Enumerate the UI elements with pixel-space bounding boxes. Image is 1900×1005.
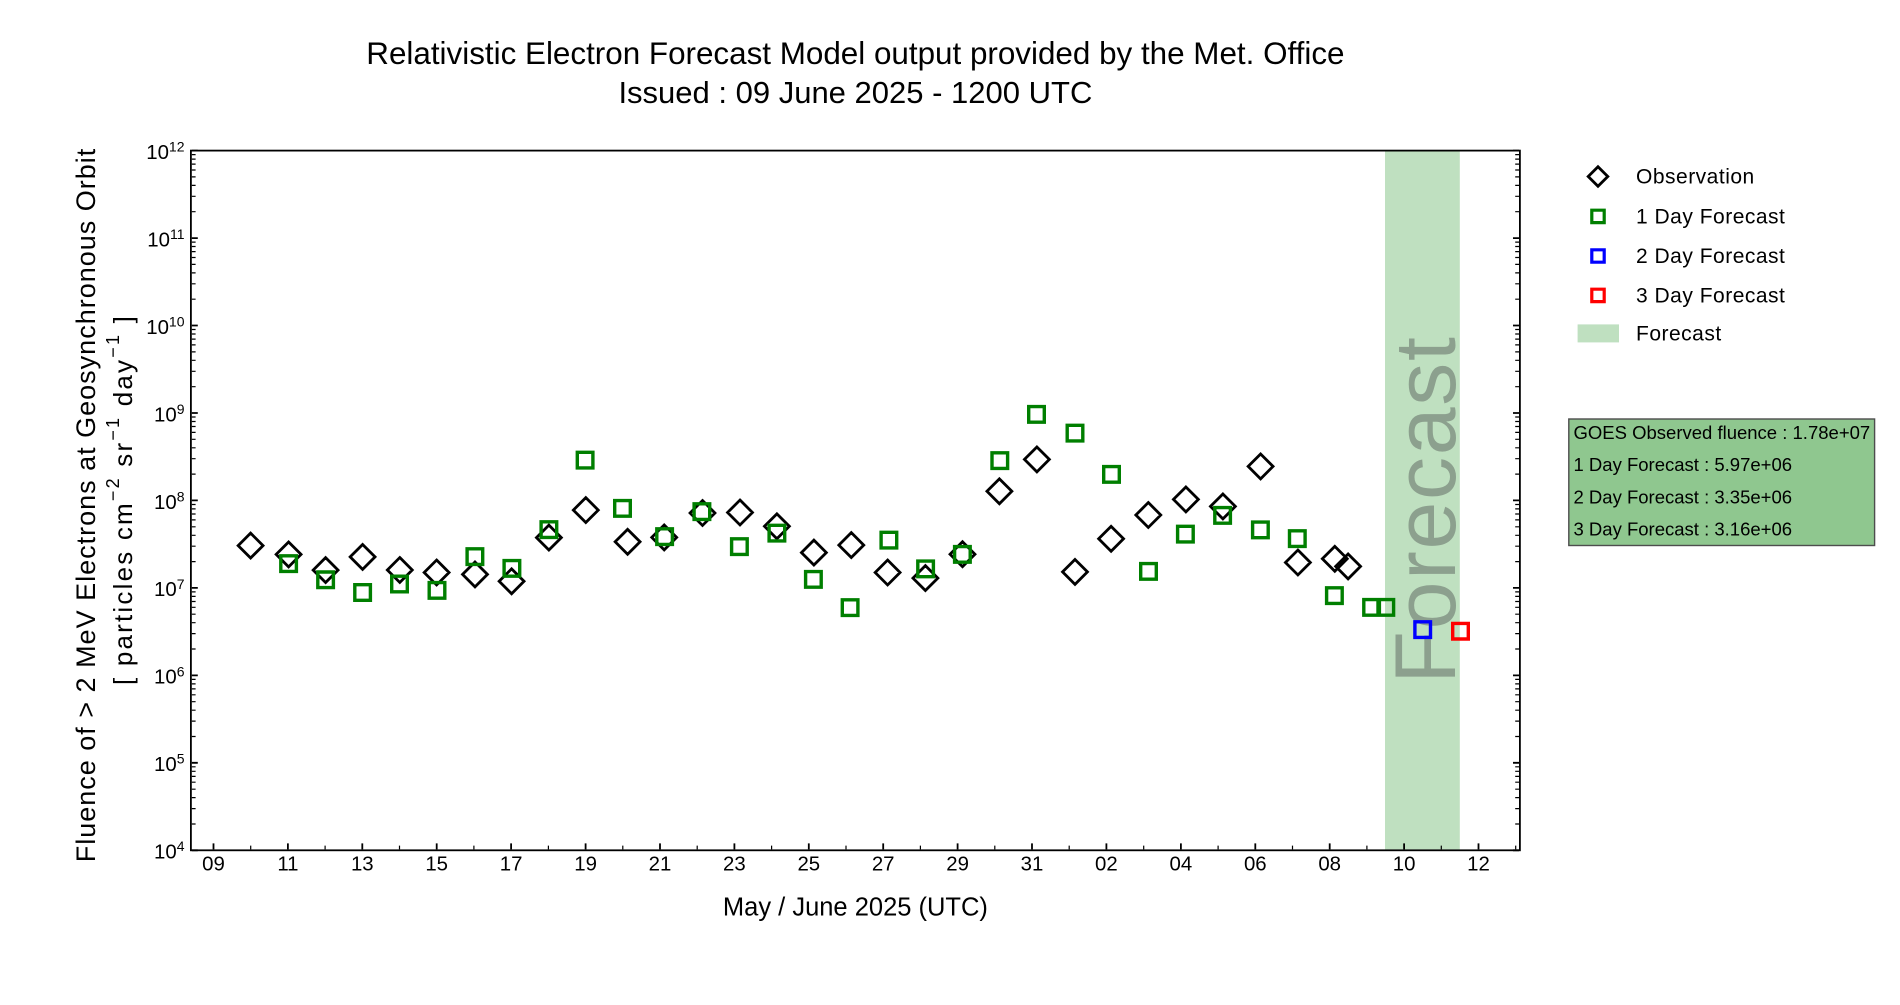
svg-text:21: 21 — [649, 853, 672, 875]
svg-text:08: 08 — [1318, 853, 1341, 875]
svg-text:09: 09 — [202, 853, 225, 875]
svg-text:31: 31 — [1021, 853, 1044, 875]
svg-text:3 Day Forecast: 3 Day Forecast — [1636, 285, 1785, 308]
svg-text:Fluence of > 2 MeV Electrons a: Fluence of > 2 MeV Electrons at Geosynch… — [71, 148, 101, 863]
svg-text:29: 29 — [946, 853, 969, 875]
svg-text:25: 25 — [797, 853, 820, 875]
svg-text:17: 17 — [500, 853, 523, 875]
svg-text:Observation: Observation — [1636, 166, 1755, 189]
svg-text:11: 11 — [277, 853, 298, 875]
svg-text:04: 04 — [1170, 853, 1193, 875]
svg-text:2 Day Forecast: 2 Day Forecast — [1636, 245, 1785, 268]
svg-text:1 Day Forecast: 1 Day Forecast — [1636, 206, 1785, 229]
svg-text:10: 10 — [1393, 853, 1416, 875]
svg-text:Issued : 09 June 2025 - 1200 U: Issued : 09 June 2025 - 1200 UTC — [618, 75, 1092, 110]
svg-text:Relativistic Electron Forecast: Relativistic Electron Forecast Model out… — [366, 36, 1344, 71]
svg-text:12: 12 — [1467, 853, 1490, 875]
svg-text:27: 27 — [872, 853, 895, 875]
svg-text:3 Day Forecast : 3.16e+06: 3 Day Forecast : 3.16e+06 — [1574, 519, 1793, 540]
svg-text:15: 15 — [425, 853, 448, 875]
svg-text:13: 13 — [351, 853, 374, 875]
svg-text:Forecast: Forecast — [1378, 335, 1474, 683]
svg-text:1 Day Forecast : 5.97e+06: 1 Day Forecast : 5.97e+06 — [1574, 454, 1793, 475]
svg-text:19: 19 — [574, 853, 597, 875]
svg-text:Forecast: Forecast — [1636, 323, 1722, 346]
svg-text:2 Day Forecast : 3.35e+06: 2 Day Forecast : 3.35e+06 — [1574, 486, 1793, 507]
svg-text:GOES Observed fluence : 1.78e+: GOES Observed fluence : 1.78e+07 — [1574, 422, 1871, 443]
svg-text:May / June 2025 (UTC): May / June 2025 (UTC) — [723, 894, 988, 922]
svg-text:23: 23 — [723, 853, 746, 875]
svg-text:02: 02 — [1095, 853, 1118, 875]
svg-text:06: 06 — [1244, 853, 1267, 875]
